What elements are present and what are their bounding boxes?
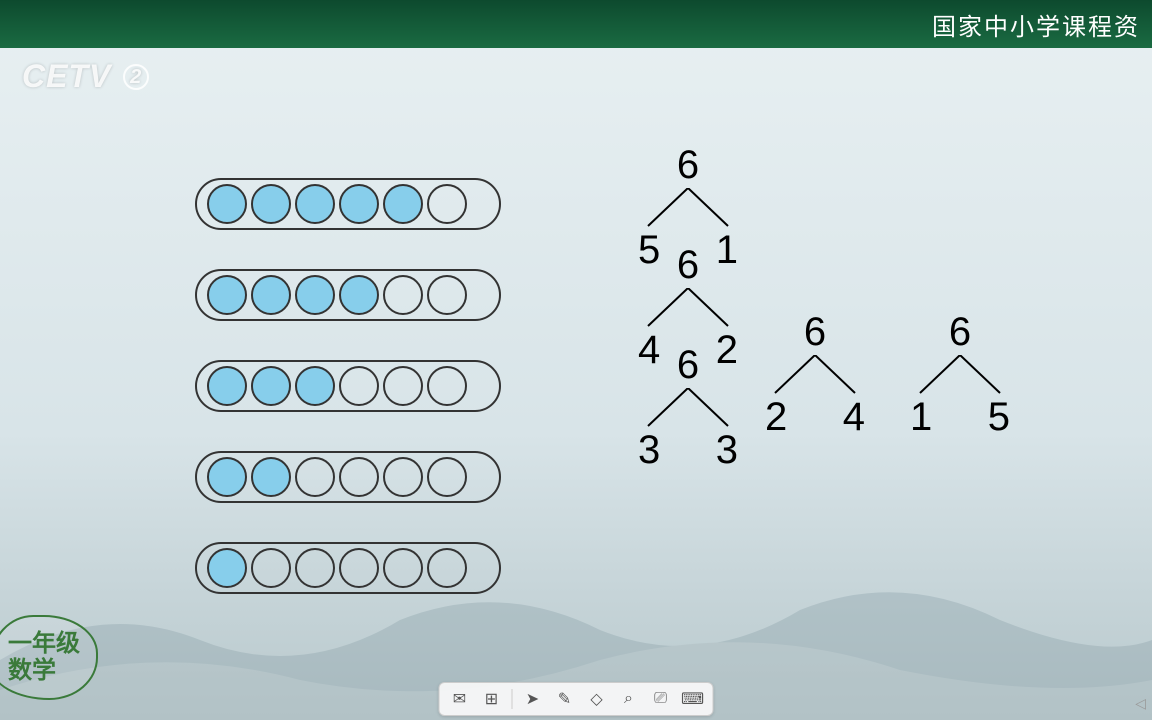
split-top-number: 6 — [765, 310, 865, 355]
split-left-number: 1 — [910, 395, 932, 440]
dot-filled — [207, 275, 247, 315]
dot-empty — [383, 548, 423, 588]
dot-empty — [427, 184, 467, 224]
split-bottom-row: 24 — [765, 395, 865, 440]
zoom-icon[interactable]: ⌕ — [617, 687, 641, 711]
dot-empty — [427, 366, 467, 406]
dot-empty — [339, 366, 379, 406]
split-branches — [638, 388, 738, 428]
dot-empty — [339, 548, 379, 588]
split-right-number: 4 — [843, 395, 865, 440]
grid-icon[interactable]: ⊞ — [480, 687, 504, 711]
number-split: 615 — [910, 310, 1010, 440]
counter-pill-row — [195, 269, 501, 321]
dot-empty — [251, 548, 291, 588]
dot-filled — [251, 366, 291, 406]
lesson-content: 651642633624615 — [0, 48, 1152, 720]
counter-pill-row — [195, 542, 501, 594]
dot-filled — [295, 366, 335, 406]
dot-filled — [251, 275, 291, 315]
pencil-icon[interactable]: ✎ — [553, 687, 577, 711]
split-top-number: 6 — [910, 310, 1010, 355]
grade-badge: 一年级 数学 — [0, 625, 88, 690]
dot-empty — [427, 275, 467, 315]
dot-filled — [207, 184, 247, 224]
screen-icon[interactable]: ⎚ — [649, 687, 673, 711]
split-top-number: 6 — [638, 243, 738, 288]
split-bottom-row: 15 — [910, 395, 1010, 440]
split-left-number: 3 — [638, 428, 660, 473]
dot-filled — [295, 275, 335, 315]
dot-empty — [339, 457, 379, 497]
dot-filled — [339, 184, 379, 224]
split-top-number: 6 — [638, 143, 738, 188]
counter-pill-row — [195, 451, 501, 503]
grade-line2: 数学 — [8, 658, 80, 684]
dot-filled — [295, 184, 335, 224]
split-branches — [638, 188, 738, 228]
split-right-number: 3 — [716, 428, 738, 473]
split-branches — [910, 355, 1010, 395]
dot-filled — [339, 275, 379, 315]
number-split: 633 — [638, 343, 738, 473]
eraser-icon[interactable]: ◇ — [585, 687, 609, 711]
split-bottom-row: 33 — [638, 428, 738, 473]
number-split: 624 — [765, 310, 865, 440]
header-bar: 国家中小学课程资 — [0, 0, 1152, 48]
grade-line1: 一年级 — [8, 631, 80, 657]
counter-pill-row — [195, 360, 501, 412]
counter-pill-row — [195, 178, 501, 230]
pointer-icon[interactable]: ➤ — [521, 687, 545, 711]
split-branches — [638, 288, 738, 328]
dot-empty — [295, 457, 335, 497]
collapse-indicator[interactable]: ◁ — [1135, 695, 1146, 712]
split-right-number: 5 — [988, 395, 1010, 440]
dot-filled — [383, 184, 423, 224]
dot-filled — [207, 457, 247, 497]
keyboard-icon[interactable]: ⌨ — [681, 687, 705, 711]
dot-empty — [295, 548, 335, 588]
counter-pills-column — [195, 178, 501, 633]
dot-empty — [427, 457, 467, 497]
message-icon[interactable]: ✉ — [448, 687, 472, 711]
split-top-number: 6 — [638, 343, 738, 388]
dot-filled — [207, 548, 247, 588]
dot-filled — [251, 184, 291, 224]
dot-empty — [383, 275, 423, 315]
dot-empty — [383, 366, 423, 406]
dot-empty — [383, 457, 423, 497]
toolbar-separator — [512, 689, 513, 709]
split-branches — [765, 355, 865, 395]
dot-empty — [427, 548, 467, 588]
header-title: 国家中小学课程资 — [932, 7, 1140, 42]
dot-filled — [251, 457, 291, 497]
split-left-number: 2 — [765, 395, 787, 440]
bottom-toolbar: ✉ ⊞ ➤ ✎ ◇ ⌕ ⎚ ⌨ — [439, 682, 714, 716]
dot-filled — [207, 366, 247, 406]
